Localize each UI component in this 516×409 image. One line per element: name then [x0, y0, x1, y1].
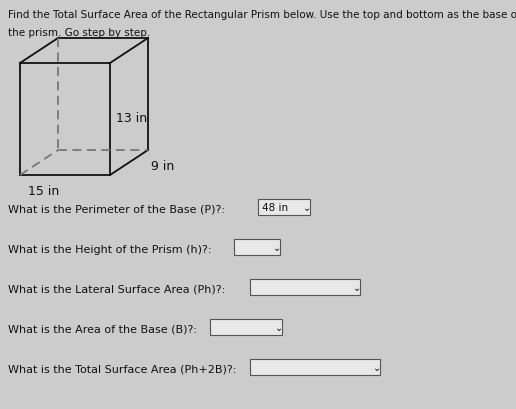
Text: What is the Total Surface Area (Ph+2B)?:: What is the Total Surface Area (Ph+2B)?: [8, 365, 240, 375]
Text: 48 in: 48 in [262, 203, 288, 213]
Text: What is the Height of the Prism (h)?:: What is the Height of the Prism (h)?: [8, 245, 215, 255]
Text: 9 in: 9 in [151, 160, 174, 173]
Text: ⌄: ⌄ [373, 363, 381, 373]
FancyBboxPatch shape [250, 279, 360, 295]
FancyBboxPatch shape [258, 199, 310, 215]
Text: 13 in: 13 in [116, 112, 147, 126]
FancyBboxPatch shape [234, 239, 280, 255]
Text: ⌄: ⌄ [275, 323, 283, 333]
Text: What is the Perimeter of the Base (P)?:: What is the Perimeter of the Base (P)?: [8, 205, 229, 215]
FancyBboxPatch shape [210, 319, 282, 335]
Text: ⌄: ⌄ [273, 243, 281, 253]
FancyBboxPatch shape [250, 359, 380, 375]
Text: Find the Total Surface Area of the Rectangular Prism below. Use the top and bott: Find the Total Surface Area of the Recta… [8, 10, 516, 20]
Text: the prism. Go step by step.: the prism. Go step by step. [8, 28, 150, 38]
Text: ⌄: ⌄ [353, 283, 361, 293]
Text: ⌄: ⌄ [303, 203, 311, 213]
Text: What is the Lateral Surface Area (Ph)?:: What is the Lateral Surface Area (Ph)?: [8, 285, 229, 295]
Text: What is the Area of the Base (B)?:: What is the Area of the Base (B)?: [8, 325, 201, 335]
Text: 15 in: 15 in [28, 185, 59, 198]
